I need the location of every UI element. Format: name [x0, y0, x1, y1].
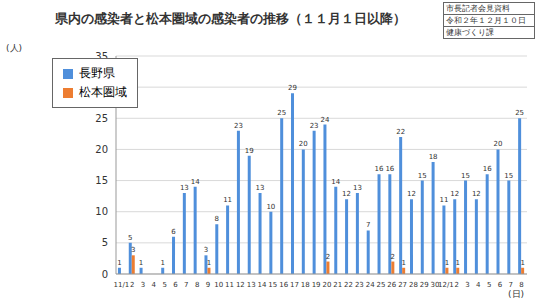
svg-text:8: 8: [195, 281, 199, 289]
svg-text:13: 13: [247, 281, 256, 289]
svg-text:0: 0: [102, 269, 108, 280]
svg-text:15: 15: [418, 172, 427, 180]
svg-text:10: 10: [214, 281, 223, 289]
svg-text:1: 1: [445, 259, 449, 267]
svg-text:3: 3: [141, 281, 145, 289]
svg-text:1: 1: [401, 259, 405, 267]
svg-text:2: 2: [454, 281, 458, 289]
svg-text:12: 12: [450, 190, 459, 198]
svg-text:3: 3: [131, 246, 135, 254]
svg-text:14: 14: [258, 281, 267, 289]
svg-text:8: 8: [519, 281, 523, 289]
svg-text:11: 11: [223, 196, 232, 204]
svg-text:22: 22: [396, 128, 405, 136]
svg-text:7: 7: [184, 281, 188, 289]
svg-text:25: 25: [95, 113, 108, 124]
svg-text:26: 26: [387, 281, 396, 289]
svg-text:30: 30: [95, 82, 108, 93]
svg-text:10: 10: [95, 206, 108, 217]
svg-text:11: 11: [439, 196, 448, 204]
svg-text:1: 1: [520, 259, 524, 267]
svg-text:12: 12: [236, 281, 245, 289]
svg-text:4: 4: [476, 281, 481, 289]
svg-text:16: 16: [375, 165, 384, 173]
svg-text:23: 23: [355, 281, 364, 289]
svg-text:3: 3: [465, 281, 469, 289]
svg-text:20: 20: [299, 140, 308, 148]
svg-text:21: 21: [333, 281, 342, 289]
svg-text:35: 35: [95, 51, 108, 62]
svg-text:15: 15: [95, 175, 108, 186]
svg-text:23: 23: [310, 122, 319, 130]
svg-text:15: 15: [461, 172, 470, 180]
svg-text:25: 25: [277, 109, 286, 117]
svg-text:23: 23: [234, 122, 243, 130]
svg-text:4: 4: [152, 281, 157, 289]
svg-text:24: 24: [366, 281, 375, 289]
svg-text:17: 17: [290, 281, 299, 289]
svg-text:18: 18: [429, 153, 438, 161]
svg-text:1: 1: [456, 259, 460, 267]
svg-text:11/1: 11/1: [114, 281, 130, 289]
svg-text:15: 15: [504, 172, 513, 180]
svg-text:6: 6: [173, 281, 178, 289]
svg-text:25: 25: [515, 109, 524, 117]
svg-text:16: 16: [279, 281, 288, 289]
svg-text:1: 1: [117, 259, 121, 267]
svg-text:9: 9: [206, 281, 210, 289]
svg-text:6: 6: [171, 228, 176, 236]
svg-text:12: 12: [472, 190, 481, 198]
svg-text:15: 15: [268, 281, 277, 289]
svg-text:12/1: 12/1: [438, 281, 454, 289]
svg-text:7: 7: [366, 221, 370, 229]
svg-text:10: 10: [266, 203, 275, 211]
svg-text:1: 1: [139, 259, 143, 267]
svg-text:14: 14: [191, 178, 200, 186]
svg-text:18: 18: [301, 281, 310, 289]
svg-text:12: 12: [407, 190, 416, 198]
svg-text:5: 5: [128, 234, 132, 242]
svg-text:5: 5: [487, 281, 491, 289]
svg-text:20: 20: [95, 144, 108, 155]
svg-text:1: 1: [160, 259, 164, 267]
svg-text:1: 1: [207, 259, 211, 267]
svg-text:2: 2: [130, 281, 134, 289]
svg-text:28: 28: [409, 281, 418, 289]
svg-text:25: 25: [377, 281, 386, 289]
svg-text:14: 14: [331, 178, 340, 186]
svg-text:20: 20: [494, 140, 503, 148]
svg-text:22: 22: [344, 281, 353, 289]
svg-text:2: 2: [391, 253, 395, 261]
svg-text:20: 20: [322, 281, 331, 289]
svg-text:19: 19: [312, 281, 321, 289]
svg-text:27: 27: [398, 281, 407, 289]
svg-text:13: 13: [256, 184, 265, 192]
svg-text:29: 29: [288, 84, 297, 92]
svg-text:13: 13: [353, 184, 362, 192]
svg-text:5: 5: [162, 281, 166, 289]
svg-text:13: 13: [180, 184, 189, 192]
svg-text:29: 29: [420, 281, 429, 289]
svg-text:8: 8: [215, 215, 219, 223]
svg-text:6: 6: [498, 281, 503, 289]
svg-text:7: 7: [509, 281, 513, 289]
svg-text:12: 12: [342, 190, 351, 198]
svg-text:24: 24: [320, 116, 329, 124]
svg-text:5: 5: [102, 237, 108, 248]
svg-text:3: 3: [204, 246, 208, 254]
svg-text:16: 16: [385, 165, 394, 173]
svg-text:16: 16: [483, 165, 492, 173]
svg-text:19: 19: [245, 147, 254, 155]
svg-text:2: 2: [326, 253, 330, 261]
svg-text:11: 11: [225, 281, 234, 289]
